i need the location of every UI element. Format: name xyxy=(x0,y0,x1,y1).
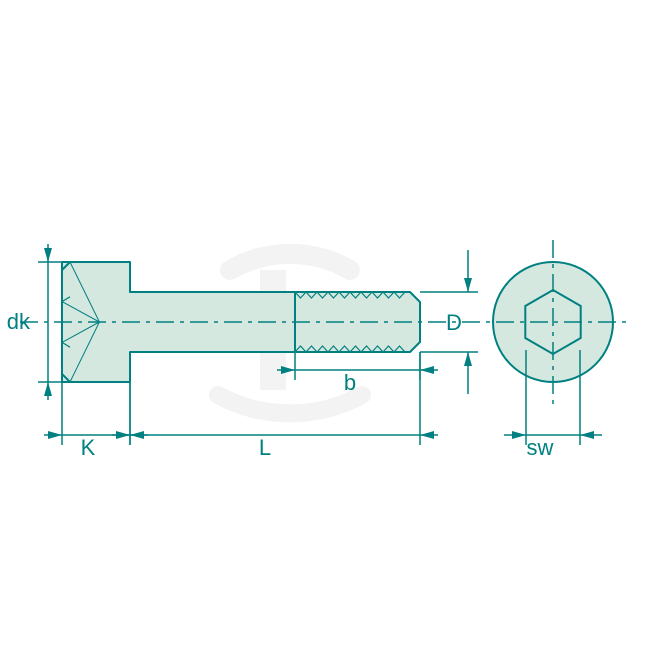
dim-label-sw: sw xyxy=(527,435,554,460)
dim-label-D: D xyxy=(446,310,462,335)
dim-label-K: K xyxy=(81,435,96,460)
dim-label-L: L xyxy=(259,435,271,460)
technical-drawing: dk D K Lb sw xyxy=(0,0,650,650)
dim-label-dk: dk xyxy=(7,309,31,334)
dim-label-b: b xyxy=(344,370,356,395)
